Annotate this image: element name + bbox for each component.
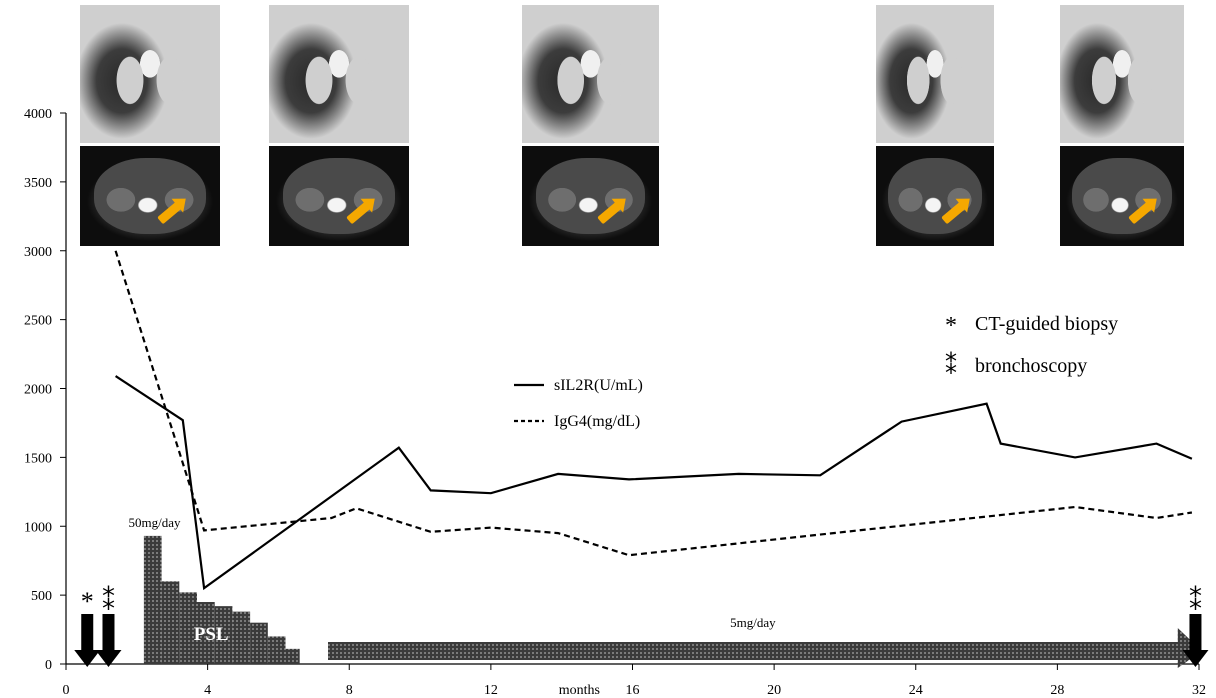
psl-dose-bar bbox=[197, 602, 215, 664]
y-tick-label: 4000 bbox=[24, 107, 52, 122]
y-tick-label: 0 bbox=[45, 658, 52, 673]
ct-abdomen-image bbox=[1060, 146, 1184, 246]
event-symbol: ⁑ bbox=[102, 586, 115, 616]
y-tick-label: 500 bbox=[31, 589, 52, 604]
ct-lung-image bbox=[269, 5, 409, 143]
x-tick-label: 24 bbox=[909, 683, 923, 698]
x-tick-label: 16 bbox=[626, 683, 640, 698]
event-arrow-head bbox=[95, 650, 122, 667]
legend-label-sil2r: sIL2R(U/mL) bbox=[554, 377, 643, 394]
maintenance-arrow bbox=[328, 627, 1202, 668]
event-legend-symbol-biopsy: * bbox=[945, 313, 957, 339]
lesion-arrow-icon bbox=[157, 200, 183, 225]
event-arrow-head bbox=[74, 650, 101, 667]
series-line-igg4 bbox=[114, 250, 1193, 557]
psl-dose-bar bbox=[232, 611, 251, 664]
ct-abdomen-image bbox=[80, 146, 220, 246]
psl-dose-bar bbox=[285, 648, 300, 664]
psl-dose-bar bbox=[250, 622, 268, 664]
ct-lung-image bbox=[876, 5, 994, 143]
x-tick-label: 0 bbox=[63, 683, 70, 698]
lesion-arrow-icon bbox=[1128, 200, 1154, 225]
series-line-sil2r bbox=[114, 375, 1193, 591]
event-arrow-shaft bbox=[81, 614, 94, 654]
event-arrow-shaft bbox=[102, 614, 115, 654]
x-tick-label: 32 bbox=[1192, 683, 1206, 698]
maintenance-label: 5mg/day bbox=[730, 615, 776, 630]
y-tick-label: 2500 bbox=[24, 314, 52, 329]
x-tick-label: 20 bbox=[767, 683, 781, 698]
psl-dose-label: 50mg/day bbox=[129, 515, 181, 530]
psl-label: PSL bbox=[194, 624, 229, 645]
psl-dose-bar bbox=[179, 592, 198, 664]
ct-abdomen-image bbox=[522, 146, 659, 246]
lesion-arrow-icon bbox=[941, 200, 967, 225]
lesion-arrow-icon bbox=[597, 200, 623, 225]
x-axis-label: months bbox=[559, 683, 600, 698]
legend-label-igg4: IgG4(mg/dL) bbox=[554, 413, 640, 430]
y-tick-label: 3000 bbox=[24, 245, 52, 260]
ct-abdomen-image bbox=[269, 146, 409, 246]
y-tick-label: 1500 bbox=[24, 451, 52, 466]
ct-lung-image bbox=[522, 5, 659, 143]
x-tick-label: 28 bbox=[1050, 683, 1064, 698]
x-tick-label: 4 bbox=[204, 683, 211, 698]
psl-dose-bar bbox=[214, 606, 233, 664]
y-tick-label: 3500 bbox=[24, 176, 52, 191]
x-tick-label: 8 bbox=[346, 683, 353, 698]
ct-abdomen-image bbox=[876, 146, 994, 246]
ct-lung-image bbox=[80, 5, 220, 143]
y-tick-label: 2000 bbox=[24, 383, 52, 398]
event-legend-symbol-bronchoscopy: ⁑ bbox=[945, 352, 957, 380]
psl-dose-bar bbox=[267, 636, 286, 664]
lesion-arrow-icon bbox=[346, 200, 372, 225]
event-legend-label-bronchoscopy: bronchoscopy bbox=[975, 355, 1087, 377]
event-legend-label-biopsy: CT-guided biopsy bbox=[975, 313, 1118, 335]
event-arrow-head bbox=[1182, 650, 1209, 667]
event-arrow-shaft bbox=[1189, 614, 1202, 654]
event-symbol: * bbox=[81, 587, 94, 616]
y-tick-label: 1000 bbox=[24, 520, 52, 535]
event-symbol: ⁑ bbox=[1189, 586, 1202, 616]
psl-dose-bar bbox=[161, 581, 180, 664]
psl-dose-bar bbox=[143, 535, 162, 664]
ct-lung-image bbox=[1060, 5, 1184, 143]
x-tick-label: 12 bbox=[484, 683, 498, 698]
